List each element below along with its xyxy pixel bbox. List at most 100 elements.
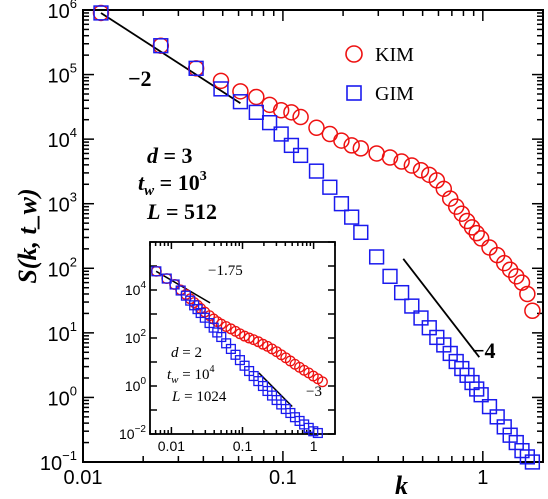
main-point-gim: [496, 419, 512, 435]
main-reference-lines: [100, 12, 480, 358]
main-point-gim: [519, 449, 535, 465]
slope-label-minus-2: −2: [128, 66, 152, 91]
inset-y-tick-label: 102: [125, 328, 147, 346]
inset-x-tick-label: 0.01: [158, 438, 185, 454]
main-point-kim: [524, 302, 541, 319]
main-point-kim: [272, 102, 290, 119]
main-point-kim: [472, 230, 490, 247]
main-point-gim: [213, 81, 229, 97]
main-point-kim: [248, 88, 265, 106]
main-point-kim: [501, 261, 519, 278]
main-y-tick-label: 105: [48, 61, 77, 88]
inset-x-tick-label: 0.1: [233, 438, 253, 454]
main-point-kim: [308, 119, 325, 137]
y-axis-title: S(k, t_w): [13, 188, 42, 283]
main-point-gim: [413, 310, 429, 326]
main-x-tick-label: 0.01: [64, 467, 103, 489]
legend-label-gim: GIM: [375, 83, 414, 105]
main-point-kim: [513, 274, 531, 291]
main-ref-line-1: [402, 258, 480, 358]
main-point-gim: [404, 298, 420, 314]
main-point-kim: [283, 104, 300, 121]
inset-point-kim: [316, 376, 328, 388]
main-point-gim: [261, 115, 278, 131]
inset-slope-label-minus-3: −3: [306, 384, 322, 400]
main-point-gim: [273, 126, 289, 142]
main-point-kim: [261, 96, 278, 114]
main-y-tick-label: 104: [48, 125, 77, 152]
inset-point-gim: [161, 273, 172, 284]
main-point-kim: [463, 219, 481, 236]
main-point-gim: [524, 454, 541, 470]
inset-y-tick-label: 100: [125, 376, 147, 394]
legend: KIM GIM: [345, 44, 414, 105]
main-point-gim: [353, 224, 369, 241]
main-data-points: [92, 4, 541, 470]
inset-y-tick-label: 10−2: [119, 424, 146, 442]
main-point-kim: [343, 137, 360, 154]
main-point-gim: [382, 268, 398, 285]
main-point-gim: [232, 94, 249, 110]
main-point-gim: [292, 147, 309, 164]
param-tw: tw = 103: [138, 169, 207, 199]
legend-marker-kim: [345, 45, 363, 63]
main-point-gim: [93, 5, 109, 21]
main-params: d = 3 tw = 103 L = 512: [138, 143, 217, 224]
inset-ref-line-0: [155, 270, 211, 304]
main-point-gim: [322, 179, 338, 195]
main-point-gim: [469, 381, 485, 397]
main-y-tick-label: 101: [48, 319, 77, 346]
main-point-kim: [519, 285, 536, 303]
inset-data-points: [150, 265, 328, 439]
legend-marker-gim: [346, 85, 362, 101]
param-L: L = 512: [146, 199, 217, 224]
inset-axis-ticks: 0.01 0.1 1 10−2 100 102 104: [119, 241, 336, 454]
main-point-kim: [352, 140, 370, 157]
main-point-kim: [412, 161, 430, 179]
inset-point-gim: [312, 427, 323, 439]
inset-y-tick-label: 104: [125, 280, 147, 298]
inset-point-gim: [169, 279, 180, 290]
main-y-tick-label: 102: [48, 254, 77, 281]
inset-x-tick-label: 1: [310, 438, 318, 454]
main-point-kim: [333, 132, 350, 149]
main-y-tick-label: 106: [48, 0, 77, 23]
main-point-gim: [508, 434, 524, 451]
main-point-kim: [381, 149, 399, 166]
main-point-kim: [292, 108, 309, 126]
param-d: d = 3: [147, 143, 193, 168]
main-point-gim: [333, 196, 350, 212]
inset-params: d = 2 tw = 104 L = 1024: [167, 345, 227, 405]
main-ref-line-0: [100, 12, 241, 104]
main-point-gim: [153, 38, 169, 54]
inset-param-L: L = 1024: [171, 389, 227, 405]
x-axis-title: k: [395, 471, 408, 499]
main-point-gim: [368, 249, 385, 265]
slope-label-minus-4: −4: [472, 338, 496, 363]
main-y-tick-label: 100: [48, 383, 77, 410]
main-point-kim: [212, 72, 230, 90]
main-x-tick-label: 1: [477, 467, 488, 489]
main-point-gim: [308, 163, 325, 179]
main-y-tick-label: 10−1: [40, 448, 77, 475]
main-point-gim: [473, 387, 489, 403]
main-point-gim: [283, 137, 300, 154]
main-y-tick-label: 103: [48, 190, 77, 217]
main-x-tick-label: 0.1: [269, 467, 297, 489]
main-point-gim: [393, 284, 410, 301]
inset-slope-label-minus-1-75: −1.75: [208, 263, 243, 279]
main-point-kim: [508, 268, 525, 285]
inset-point-gim: [175, 285, 186, 296]
inset-ref-line-1: [258, 372, 293, 408]
main-point-kim: [321, 125, 339, 143]
main-point-gim: [442, 345, 458, 362]
inset-param-tw: tw = 104: [167, 364, 214, 386]
legend-label-kim: KIM: [375, 44, 414, 66]
inset-reference-lines: [155, 270, 293, 408]
main-point-kim: [403, 157, 421, 174]
inset-param-d: d = 2: [171, 345, 202, 361]
main-point-gim: [344, 209, 360, 225]
inset-point-gim: [151, 266, 162, 277]
main-axis-ticks: 0.01 0.1 1 10−1 100 101 102 103 104 105 106: [40, 0, 544, 489]
